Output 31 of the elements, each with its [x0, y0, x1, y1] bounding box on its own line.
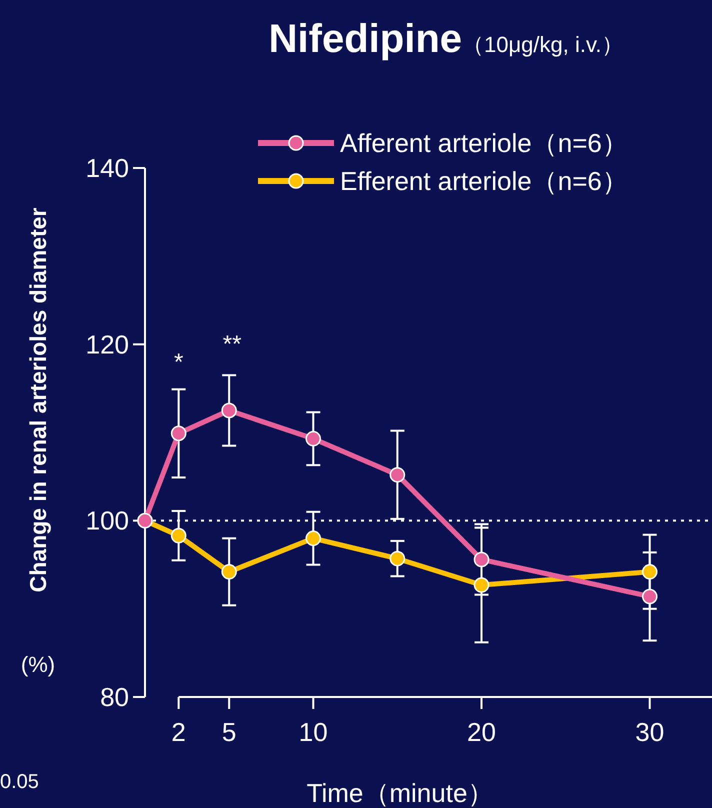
y-tick-label: 120 [86, 329, 129, 360]
x-tick-label: 20 [467, 717, 496, 747]
y-tick-label: 80 [100, 682, 129, 712]
text: (%) [20, 652, 56, 677]
point [642, 588, 658, 604]
legend-label: Afferent arteriole（n=6） [340, 128, 628, 158]
point [306, 530, 321, 546]
annotation: * [174, 349, 184, 376]
y-tick-label: 100 [86, 506, 129, 536]
chart-title: Nifedipine [268, 17, 462, 61]
x-tick-label: 30 [635, 717, 664, 747]
x-tick-label: 10 [298, 717, 328, 747]
point [170, 426, 186, 442]
y-axis-title: Change in renal arterioles diameter [25, 208, 51, 592]
point [221, 564, 237, 580]
point [306, 430, 321, 446]
x-axis-title: Time（minute） [306, 778, 494, 808]
point [642, 564, 658, 580]
x-tick-label: 2 [171, 717, 186, 747]
chart-subtitle: （10μg/kg, i.v.） [462, 32, 624, 57]
point [474, 552, 490, 568]
point [474, 577, 490, 593]
legend-label: Efferent arteriole（n=6） [340, 166, 628, 196]
annotation: ** [222, 331, 242, 358]
point [390, 467, 406, 483]
point [390, 550, 406, 566]
point [221, 402, 237, 418]
y-tick-label: 140 [86, 153, 129, 183]
x-tick-label: 5 [222, 717, 236, 747]
point [170, 528, 186, 544]
text: 0.05 [0, 771, 39, 793]
